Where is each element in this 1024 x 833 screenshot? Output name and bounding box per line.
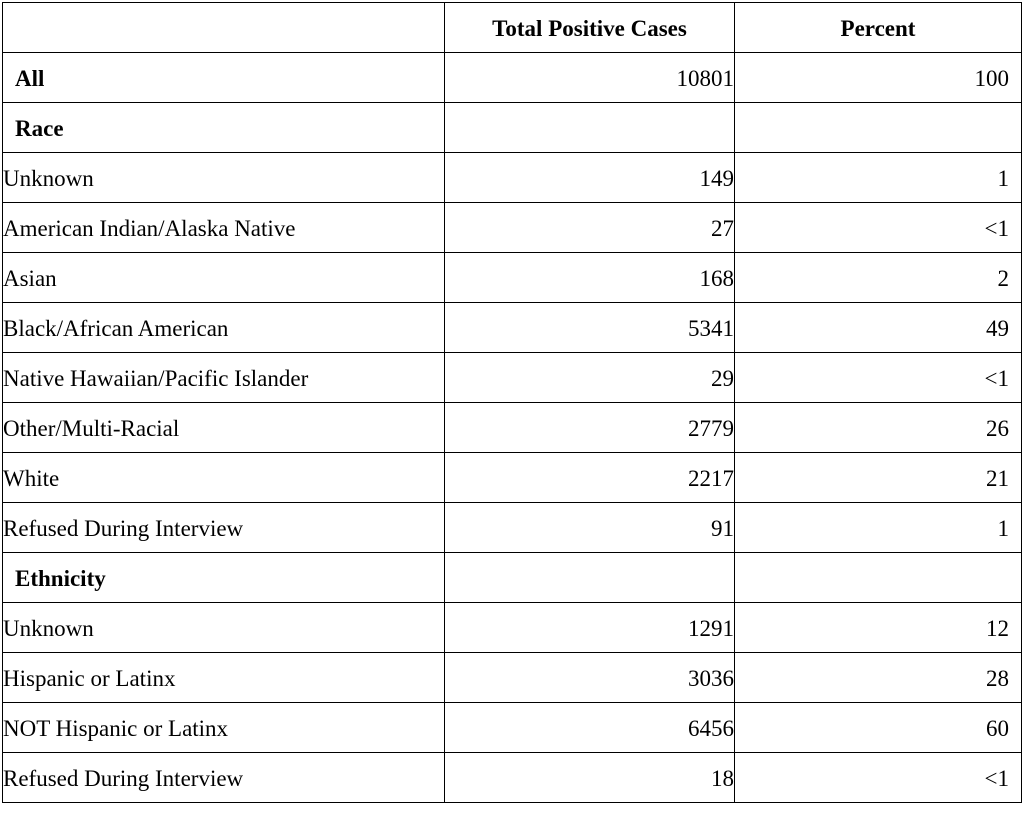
total-positive-cases-cell bbox=[444, 552, 735, 603]
total-positive-cases-cell bbox=[444, 102, 735, 153]
row-label: Other/Multi-Racial bbox=[2, 402, 445, 453]
percent-cell: 26 bbox=[734, 402, 1022, 453]
section-row: Race bbox=[2, 102, 1022, 153]
row-label: Race bbox=[2, 102, 445, 153]
percent-cell: 12 bbox=[734, 602, 1022, 653]
percent-cell: <1 bbox=[734, 202, 1022, 253]
table-body: All 10801 100 Race Unknown 149 1 American India… bbox=[2, 52, 1022, 803]
percent-cell: 2 bbox=[734, 252, 1022, 303]
percent-cell: 100 bbox=[734, 52, 1022, 103]
row-label: Hispanic or Latinx bbox=[2, 652, 445, 703]
row-label: Refused During Interview bbox=[2, 502, 445, 553]
table-row: Black/African American 5341 49 bbox=[2, 302, 1022, 353]
percent-cell: 1 bbox=[734, 502, 1022, 553]
row-label: Refused During Interview bbox=[2, 752, 445, 803]
table-row: NOT Hispanic or Latinx 6456 60 bbox=[2, 702, 1022, 753]
header-cell-category bbox=[2, 2, 445, 53]
table-header: Total Positive Cases Percent bbox=[2, 2, 1022, 53]
total-positive-cases-cell: 91 bbox=[444, 502, 735, 553]
total-positive-cases-cell: 3036 bbox=[444, 652, 735, 703]
total-positive-cases-cell: 168 bbox=[444, 252, 735, 303]
percent-cell: 49 bbox=[734, 302, 1022, 353]
positive-cases-table: Total Positive Cases Percent All 10801 100… bbox=[2, 2, 1022, 803]
percent-cell: 21 bbox=[734, 452, 1022, 503]
row-label: NOT Hispanic or Latinx bbox=[2, 702, 445, 753]
table-row: Asian 168 2 bbox=[2, 252, 1022, 303]
row-label: Black/African American bbox=[2, 302, 445, 353]
row-label: American Indian/Alaska Native bbox=[2, 202, 445, 253]
table-row: Refused During Interview 91 1 bbox=[2, 502, 1022, 553]
table-row: Native Hawaiian/Pacific Islander 29 <1 bbox=[2, 352, 1022, 403]
total-positive-cases-cell: 2779 bbox=[444, 402, 735, 453]
percent-cell bbox=[734, 552, 1022, 603]
row-label: White bbox=[2, 452, 445, 503]
section-row: Ethnicity bbox=[2, 552, 1022, 603]
total-positive-cases-cell: 29 bbox=[444, 352, 735, 403]
total-positive-cases-cell: 10801 bbox=[444, 52, 735, 103]
header-cell-percent: Percent bbox=[734, 2, 1022, 53]
percent-cell bbox=[734, 102, 1022, 153]
percent-cell: <1 bbox=[734, 352, 1022, 403]
row-label: Native Hawaiian/Pacific Islander bbox=[2, 352, 445, 403]
table-row: Unknown 1291 12 bbox=[2, 602, 1022, 653]
table-row: Other/Multi-Racial 2779 26 bbox=[2, 402, 1022, 453]
total-positive-cases-cell: 18 bbox=[444, 752, 735, 803]
table-row: American Indian/Alaska Native 27 <1 bbox=[2, 202, 1022, 253]
header-cell-total-positive-cases: Total Positive Cases bbox=[444, 2, 735, 53]
header-row: Total Positive Cases Percent bbox=[2, 2, 1022, 53]
percent-cell: 60 bbox=[734, 702, 1022, 753]
total-positive-cases-cell: 2217 bbox=[444, 452, 735, 503]
section-row: All 10801 100 bbox=[2, 52, 1022, 103]
row-label: Asian bbox=[2, 252, 445, 303]
row-label: All bbox=[2, 52, 445, 103]
percent-cell: 28 bbox=[734, 652, 1022, 703]
total-positive-cases-cell: 27 bbox=[444, 202, 735, 253]
total-positive-cases-cell: 5341 bbox=[444, 302, 735, 353]
total-positive-cases-cell: 149 bbox=[444, 152, 735, 203]
row-label: Unknown bbox=[2, 152, 445, 203]
row-label: Unknown bbox=[2, 602, 445, 653]
total-positive-cases-cell: 6456 bbox=[444, 702, 735, 753]
percent-cell: <1 bbox=[734, 752, 1022, 803]
table-row: White 2217 21 bbox=[2, 452, 1022, 503]
total-positive-cases-cell: 1291 bbox=[444, 602, 735, 653]
row-label: Ethnicity bbox=[2, 552, 445, 603]
table-row: Refused During Interview 18 <1 bbox=[2, 752, 1022, 803]
table-row: Hispanic or Latinx 3036 28 bbox=[2, 652, 1022, 703]
table-row: Unknown 149 1 bbox=[2, 152, 1022, 203]
percent-cell: 1 bbox=[734, 152, 1022, 203]
